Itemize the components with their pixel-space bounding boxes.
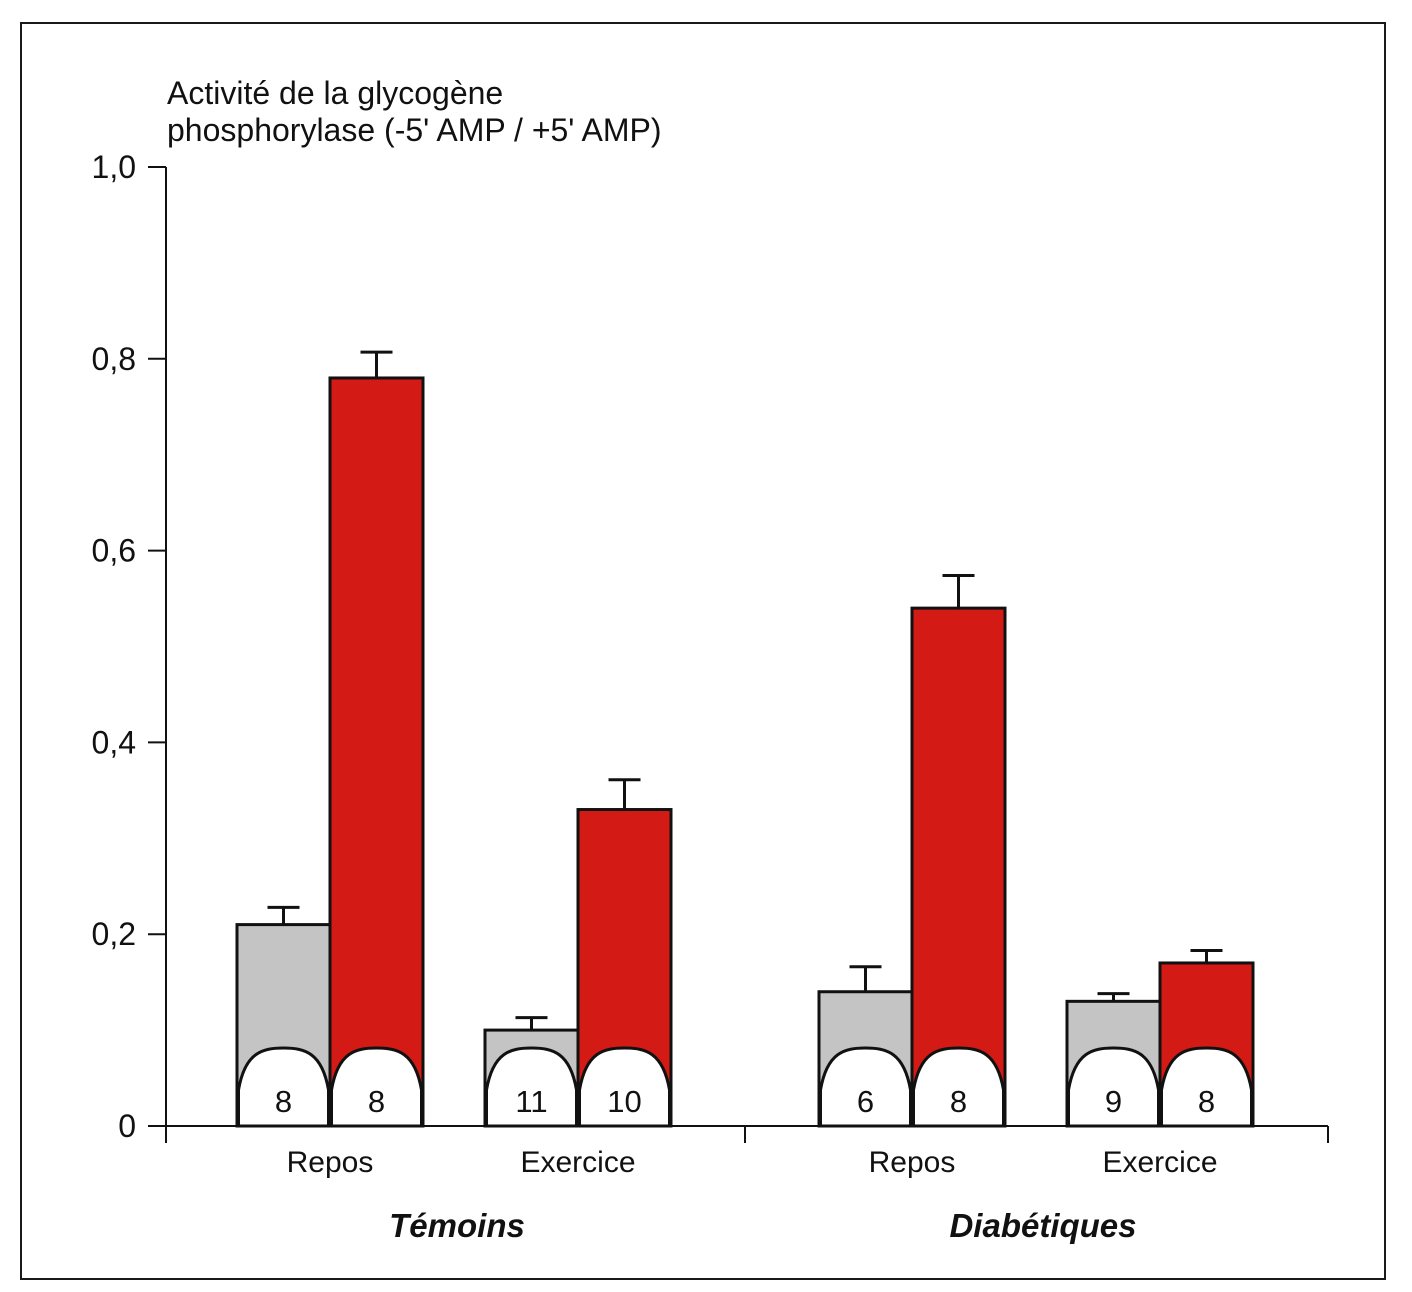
y-tick-label: 0 — [118, 1108, 136, 1144]
y-tick-label: 0,2 — [92, 916, 136, 952]
n-label: 8 — [950, 1084, 967, 1119]
group-label: Témoins — [389, 1207, 525, 1244]
n-dome — [578, 1046, 671, 1128]
n-dome — [237, 1046, 330, 1128]
n-label: 10 — [607, 1084, 641, 1119]
category-label: Repos — [287, 1146, 374, 1179]
y-axis-title-line: phosphorylase (-5' AMP / +5' AMP) — [167, 112, 662, 148]
n-label: 8 — [1198, 1084, 1215, 1119]
n-dome — [819, 1046, 912, 1128]
group-label: Diabétiques — [949, 1207, 1136, 1244]
category-label: Exercice — [1102, 1146, 1217, 1179]
y-tick-label: 0,6 — [92, 533, 136, 569]
n-dome — [485, 1046, 578, 1128]
n-label: 9 — [1105, 1084, 1122, 1119]
n-label: 11 — [515, 1084, 547, 1119]
y-tick-label: 0,4 — [92, 724, 136, 760]
y-tick-label: 0,8 — [92, 341, 136, 377]
y-tick-label: 1,0 — [92, 149, 136, 185]
y-axis-title-line: Activité de la glycogène — [167, 75, 503, 111]
n-label: 8 — [275, 1084, 292, 1119]
n-label: 6 — [857, 1084, 874, 1119]
n-label: 8 — [368, 1084, 385, 1119]
n-dome — [1067, 1046, 1160, 1128]
n-dome — [912, 1046, 1005, 1128]
bar-red — [328, 376, 425, 1128]
n-dome — [1160, 1046, 1253, 1128]
category-label: Repos — [869, 1146, 956, 1179]
n-dome — [330, 1046, 423, 1128]
category-label: Exercice — [520, 1146, 635, 1179]
